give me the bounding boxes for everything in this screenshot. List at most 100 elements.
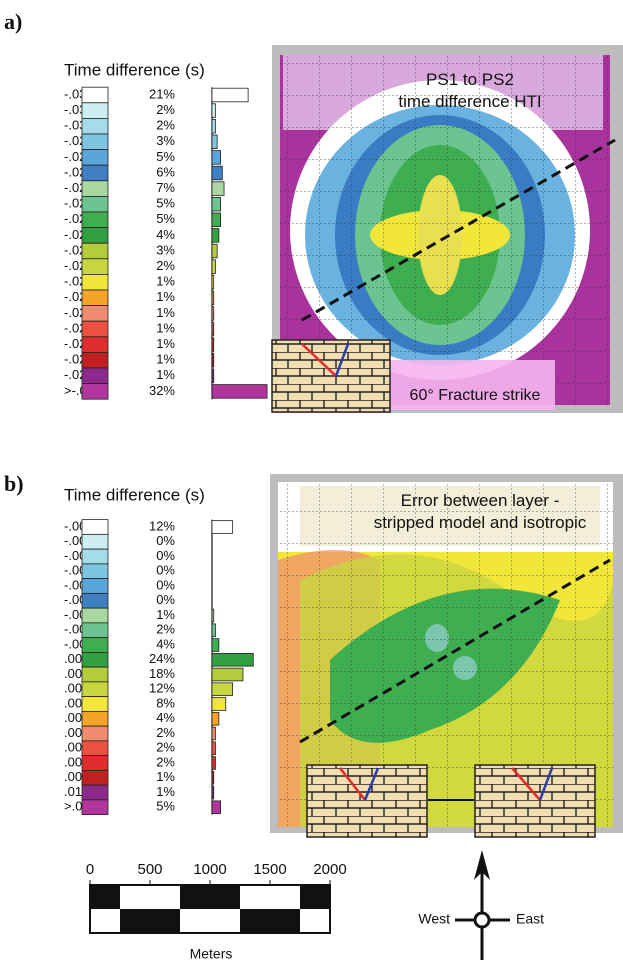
legend-swatch bbox=[81, 180, 109, 197]
scale-bar: 0 500 1000 1500 2000 bbox=[86, 861, 347, 934]
percent-label: 5% bbox=[156, 799, 175, 814]
percent-label: 0% bbox=[156, 548, 175, 563]
histogram-bar bbox=[211, 87, 249, 103]
histogram-bar bbox=[211, 682, 234, 697]
percent-label: 5% bbox=[156, 196, 175, 211]
percent-label: 1% bbox=[156, 607, 175, 622]
percent-label: 0% bbox=[156, 577, 175, 592]
histogram-bar bbox=[211, 150, 222, 165]
histogram-bar bbox=[211, 623, 216, 638]
legend-swatch bbox=[81, 336, 109, 353]
panel-label: b) bbox=[4, 471, 24, 496]
legend-swatch bbox=[81, 195, 109, 213]
legend-swatch bbox=[81, 769, 109, 786]
map-a bbox=[271, 45, 623, 413]
percent-label: 3% bbox=[156, 133, 175, 148]
histogram-bar bbox=[211, 228, 220, 243]
legend-swatch bbox=[81, 784, 109, 801]
legend-swatch bbox=[81, 666, 109, 683]
map-b bbox=[270, 474, 623, 838]
percent-label: 1% bbox=[156, 336, 175, 351]
legend-swatch bbox=[81, 651, 109, 668]
legend-swatch bbox=[81, 383, 109, 400]
percent-label: 24% bbox=[149, 651, 175, 666]
scale-tick-label: 1500 bbox=[253, 861, 286, 878]
percent-label: 1% bbox=[156, 769, 175, 784]
percent-label: 12% bbox=[149, 518, 175, 533]
scale-segment bbox=[240, 909, 270, 933]
percent-label: 2% bbox=[156, 740, 175, 755]
scale-segment bbox=[150, 909, 180, 933]
percent-label: 8% bbox=[156, 695, 175, 710]
histogram-bar bbox=[211, 337, 215, 352]
percent-label: 18% bbox=[149, 666, 175, 681]
percent-label: 0% bbox=[156, 533, 175, 548]
legend-swatch bbox=[81, 149, 109, 166]
percent-label: 1% bbox=[156, 784, 175, 799]
legend-swatch bbox=[81, 102, 109, 119]
legend-swatch bbox=[81, 799, 109, 816]
histogram-bar bbox=[211, 667, 244, 682]
percent-label: 32% bbox=[149, 383, 175, 398]
compass bbox=[455, 850, 510, 960]
legend-title: Time difference (s) bbox=[64, 485, 205, 504]
legend-swatch bbox=[81, 118, 109, 135]
histogram-bar bbox=[211, 384, 268, 399]
percent-label: 1% bbox=[156, 305, 175, 320]
histogram-bar bbox=[211, 165, 223, 181]
legend-swatch bbox=[81, 242, 109, 260]
scale-segment bbox=[270, 909, 300, 933]
histogram-bar bbox=[211, 196, 222, 212]
percent-label: 1% bbox=[156, 320, 175, 335]
percent-label: 3% bbox=[156, 242, 175, 257]
histogram-bar bbox=[211, 212, 222, 228]
histogram-bar bbox=[211, 711, 220, 726]
scale-tick-label: 0 bbox=[86, 861, 94, 878]
legend-swatch bbox=[81, 289, 109, 307]
histogram-bar bbox=[211, 306, 215, 321]
legend-swatch bbox=[81, 696, 109, 712]
histogram-bar bbox=[211, 134, 218, 150]
histogram-bar bbox=[211, 800, 222, 815]
percent-label: 1% bbox=[156, 289, 175, 304]
histogram-bar bbox=[211, 770, 215, 785]
histogram-bar bbox=[211, 103, 216, 118]
legend-swatch bbox=[81, 533, 109, 550]
percent-label: 2% bbox=[156, 754, 175, 769]
legend-swatch bbox=[81, 592, 109, 609]
scale-segment bbox=[300, 885, 330, 909]
legend-swatch bbox=[81, 305, 109, 322]
percent-label: 5% bbox=[156, 149, 175, 164]
percent-label: 1% bbox=[156, 274, 175, 289]
percent-label: 2% bbox=[156, 258, 175, 273]
histogram-bar bbox=[211, 290, 215, 306]
legend-swatch bbox=[81, 563, 109, 580]
legend-swatch bbox=[81, 637, 109, 653]
scale-tick-label: 1000 bbox=[193, 861, 226, 878]
histogram-bar bbox=[211, 652, 254, 667]
scale-segment bbox=[90, 885, 120, 909]
percent-label: 21% bbox=[149, 86, 175, 101]
percent-label: 6% bbox=[156, 164, 175, 179]
compass-east: East bbox=[516, 911, 544, 927]
histogram-bar bbox=[211, 274, 215, 290]
legend-swatch bbox=[81, 164, 109, 182]
scale-tick-label: 2000 bbox=[313, 861, 346, 878]
compass-west: West bbox=[418, 911, 450, 927]
scale-tick-label: 500 bbox=[137, 861, 162, 878]
legend-swatch bbox=[81, 351, 109, 369]
scale-segment bbox=[180, 885, 210, 909]
histogram-bar bbox=[211, 368, 215, 384]
legend-swatch bbox=[81, 320, 109, 338]
legend-swatch bbox=[81, 548, 109, 565]
legend-swatch bbox=[81, 607, 109, 624]
legend-swatch bbox=[81, 710, 109, 727]
percent-label: 0% bbox=[156, 563, 175, 578]
legend-swatch bbox=[81, 273, 109, 291]
legend-swatch bbox=[81, 133, 109, 151]
histogram-bar bbox=[211, 119, 216, 134]
histogram-bar bbox=[211, 726, 216, 741]
percent-label: 12% bbox=[149, 681, 175, 696]
histogram-bar bbox=[211, 321, 215, 337]
